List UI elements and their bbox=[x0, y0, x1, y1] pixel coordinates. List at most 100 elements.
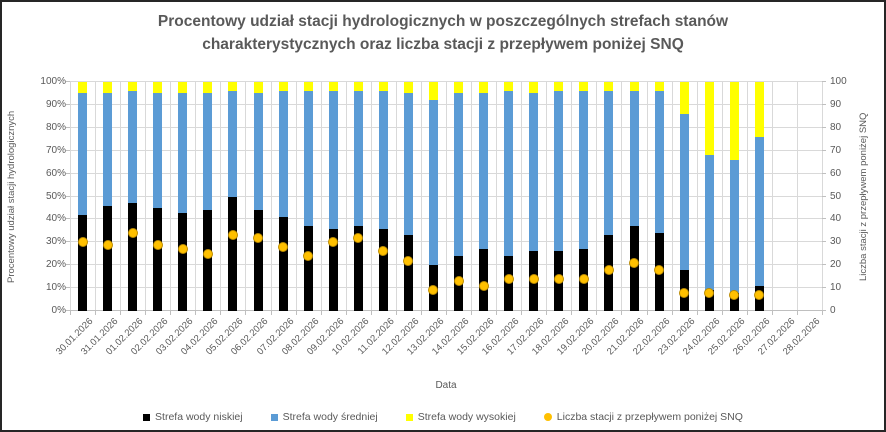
gridline-vertical bbox=[220, 82, 222, 311]
bar-segment-niskiej bbox=[128, 203, 138, 311]
gridline-vertical bbox=[621, 82, 623, 311]
bar-segment-sredniej bbox=[78, 93, 88, 215]
snq-marker bbox=[679, 287, 690, 298]
x-axis-tick-mark bbox=[245, 311, 247, 315]
x-axis-tick-mark bbox=[496, 311, 498, 315]
bar-segment-sredniej bbox=[529, 93, 539, 252]
x-axis-tick-mark bbox=[345, 311, 347, 315]
x-axis-title: Data bbox=[435, 380, 457, 391]
y-axis-tick-mark-right bbox=[822, 103, 826, 105]
x-axis-tick-mark bbox=[170, 311, 172, 315]
gridline-vertical bbox=[746, 82, 748, 311]
x-axis-tick-mark bbox=[420, 311, 422, 315]
y-axis-tick-mark-left bbox=[66, 310, 70, 311]
bar-segment-sredniej bbox=[754, 136, 764, 286]
bar-segment-wysokiej bbox=[328, 82, 338, 92]
gridline-horizontal bbox=[70, 218, 822, 220]
gridline-vertical bbox=[320, 82, 322, 311]
x-axis-tick-mark bbox=[521, 311, 523, 315]
wysokiej-legend-marker-icon bbox=[405, 413, 413, 421]
snq-marker bbox=[202, 248, 213, 259]
legend-item-niskiej: Strefa wody niskiej bbox=[143, 411, 243, 423]
y-tick-label-left: 10% bbox=[45, 282, 66, 294]
y-axis-tick-mark-left bbox=[66, 81, 70, 82]
bar-segment-wysokiej bbox=[253, 82, 263, 94]
y-tick-label-left: 60% bbox=[45, 167, 66, 179]
legend-label: Strefa wody średniej bbox=[282, 411, 378, 423]
x-axis-tick-mark bbox=[320, 311, 322, 315]
x-axis-tick-mark bbox=[571, 311, 573, 315]
bar-segment-wysokiej bbox=[754, 82, 764, 137]
y-tick-label-right: 40 bbox=[830, 213, 842, 225]
y-axis-tick-mark-left bbox=[66, 287, 70, 289]
y-axis-tick-mark-left bbox=[66, 103, 70, 105]
bar-segment-niskiej bbox=[278, 217, 288, 311]
y-tick-label-left: 30% bbox=[45, 236, 66, 248]
y-axis-tick-mark-left bbox=[66, 218, 70, 220]
y-axis-tick-mark-left bbox=[66, 264, 70, 266]
gridline-horizontal bbox=[70, 241, 822, 243]
bar-segment-wysokiej bbox=[529, 82, 539, 94]
x-axis-tick-mark bbox=[195, 311, 197, 315]
x-axis-tick-mark bbox=[771, 311, 773, 315]
x-axis-tick-mark bbox=[646, 311, 648, 315]
gridline-vertical bbox=[721, 82, 723, 311]
bar-segment-sredniej bbox=[328, 91, 338, 229]
snq-marker bbox=[253, 232, 263, 243]
sredniej-legend-marker-icon bbox=[270, 413, 278, 421]
bar-segment-sredniej bbox=[454, 93, 464, 257]
snq-marker bbox=[353, 232, 364, 243]
gridline-vertical bbox=[546, 82, 548, 311]
y-axis-tick-mark-right bbox=[822, 126, 826, 128]
y-tick-label-right: 60 bbox=[830, 167, 842, 179]
y-axis-tick-mark-right bbox=[822, 81, 826, 82]
x-axis-tick-mark bbox=[746, 311, 748, 315]
y-tick-label-left: 90% bbox=[45, 98, 66, 110]
gridline-vertical bbox=[95, 82, 97, 311]
chart-title: Procentowy udział stacji hydrologicznych… bbox=[157, 13, 729, 54]
bar-segment-wysokiej bbox=[378, 82, 388, 92]
y-axis-tick-mark-left bbox=[66, 195, 70, 197]
x-axis-tick-mark bbox=[671, 311, 673, 315]
x-axis-tick-mark bbox=[621, 311, 623, 315]
y-axis-tick-mark-right bbox=[822, 241, 826, 243]
bar-segment-sredniej bbox=[554, 91, 564, 252]
gridline-vertical bbox=[145, 82, 147, 311]
x-axis-tick-mark bbox=[70, 311, 71, 315]
snq-marker bbox=[403, 255, 414, 266]
legend-item-wysokiej: Strefa wody wysokiej bbox=[405, 411, 516, 423]
bar-segment-wysokiej bbox=[178, 82, 188, 94]
bar-segment-sredniej bbox=[228, 91, 238, 197]
bar-segment-wysokiej bbox=[654, 82, 664, 92]
bar-segment-niskiej bbox=[303, 226, 313, 311]
snq-marker bbox=[102, 239, 113, 250]
bar-segment-niskiej bbox=[729, 292, 739, 311]
y-tick-label-left: 80% bbox=[45, 121, 66, 133]
bar-segment-sredniej bbox=[203, 93, 213, 211]
gridline-vertical bbox=[70, 82, 71, 311]
y-tick-label-left: 100% bbox=[40, 76, 66, 87]
gridline-vertical bbox=[771, 82, 773, 311]
bar-segment-sredniej bbox=[153, 93, 163, 208]
snq-marker bbox=[328, 237, 339, 248]
snq-marker bbox=[528, 273, 539, 284]
snq-marker bbox=[77, 237, 88, 248]
bar-segment-wysokiej bbox=[128, 82, 138, 92]
snq-marker bbox=[428, 285, 439, 296]
gridline-vertical bbox=[370, 82, 372, 311]
y-axis-title-left: Procentowy udział stacji hydrologicznych bbox=[6, 110, 17, 283]
gridline-vertical bbox=[420, 82, 422, 311]
bar-segment-niskiej bbox=[353, 226, 363, 311]
bar-segment-wysokiej bbox=[303, 82, 313, 92]
bar-segment-niskiej bbox=[328, 228, 338, 311]
y-tick-label-right: 10 bbox=[830, 282, 842, 294]
snq-marker bbox=[478, 280, 489, 291]
legend-item-snq: Liczba stacji z przepływem poniżej SNQ bbox=[543, 411, 743, 423]
bar-segment-wysokiej bbox=[554, 82, 564, 92]
bar-segment-sredniej bbox=[303, 91, 313, 227]
gridline-horizontal bbox=[70, 103, 822, 105]
bar-segment-wysokiej bbox=[278, 82, 288, 92]
x-axis-tick-mark bbox=[120, 311, 122, 315]
bar-segment-wysokiej bbox=[504, 82, 514, 92]
